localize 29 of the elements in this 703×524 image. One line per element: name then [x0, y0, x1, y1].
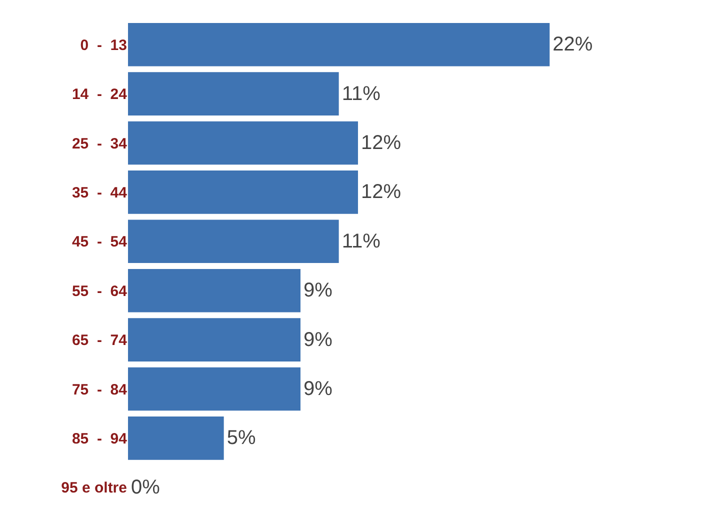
bar	[128, 416, 224, 460]
y-tick-label: 0 - 13	[80, 36, 127, 54]
bar	[128, 22, 550, 66]
data-label: 5%	[226, 427, 256, 450]
data-label: 22%	[552, 34, 593, 56]
data-label: 12%	[360, 181, 402, 204]
data-label: 0%	[131, 476, 160, 498]
y-tick-label: 95 e oltre	[61, 480, 127, 497]
data-label: 9%	[303, 328, 333, 351]
bar	[128, 170, 358, 214]
bar	[128, 72, 339, 116]
y-tick-label: 55 - 64	[72, 282, 128, 300]
y-tick-label: 65 - 74	[72, 332, 128, 350]
y-tick-label: 14 - 24	[72, 86, 128, 104]
bar	[128, 268, 300, 312]
y-tick-label: 25 - 34	[72, 135, 128, 152]
bar	[128, 367, 300, 411]
data-label: 11%	[342, 82, 381, 105]
data-label: 9%	[303, 280, 333, 302]
data-label: 11%	[342, 230, 381, 252]
bar	[128, 318, 300, 362]
bar	[128, 220, 339, 264]
y-tick-label: 45 - 54	[72, 234, 128, 251]
data-label: 9%	[303, 378, 333, 400]
y-tick-label: 75 - 84	[72, 381, 128, 398]
y-tick-label: 85 - 94	[72, 430, 128, 448]
data-label: 12%	[360, 132, 402, 154]
y-tick-label: 35 - 44	[72, 184, 128, 202]
bar	[128, 121, 358, 165]
